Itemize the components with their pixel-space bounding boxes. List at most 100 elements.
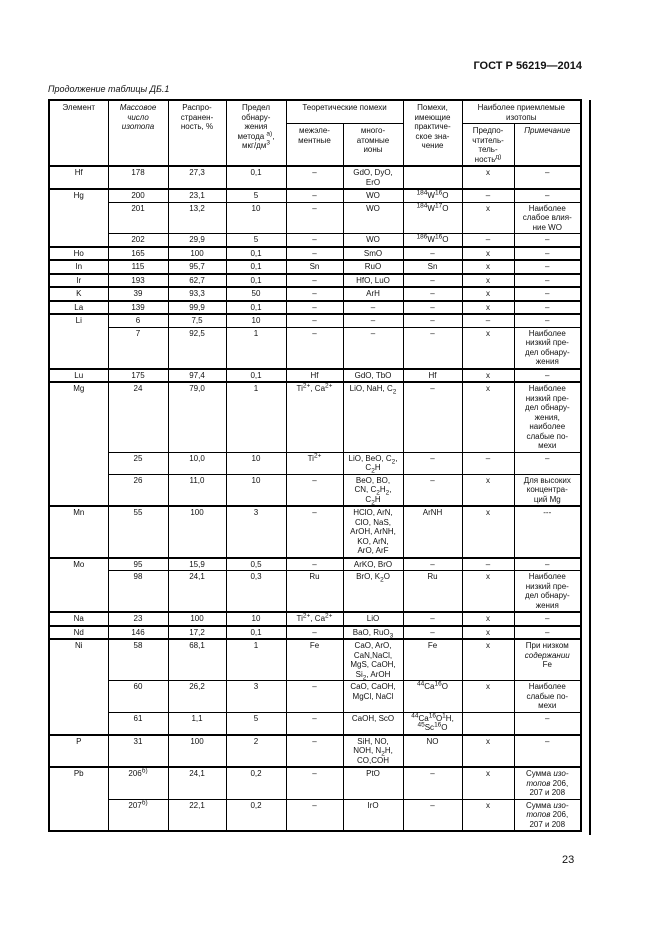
interelement-cell: – [285, 286, 344, 301]
limit-cell: 3 [225, 505, 287, 558]
note-cell: --- [513, 505, 582, 558]
limit-cell: 1 [225, 326, 287, 369]
page-number: 23 [562, 854, 575, 866]
polyatomic-cell: HClO, ArN, ClO, NaS, ArOH, ArNH, KO, ArN, Ar… [342, 505, 404, 558]
interelement-cell: – [285, 188, 344, 203]
element-cell: Mn [48, 505, 109, 558]
limit-cell: 5 [225, 233, 287, 247]
limit-cell: 1 [225, 381, 287, 453]
abundance-cell: 100 [167, 611, 227, 626]
practical-cell: ArNH [402, 505, 463, 558]
abundance-cell: 100 [167, 245, 227, 261]
element-cell: Hg [48, 188, 109, 247]
interelement-cell: – [285, 201, 344, 234]
note-cell: Наиболее низкий пре-дел обнару-жения [513, 326, 582, 369]
limit-cell: 0,1 [225, 165, 287, 190]
mass-cell: 7 [107, 326, 169, 369]
polyatomic-cell: – [342, 313, 404, 328]
table-row: 201 13,2 10– WO 184W17O x Наиболее слабое влия-… [49, 201, 582, 234]
abundance-cell: 24,1 [167, 766, 227, 800]
table-row: Hf 178 27,3 0,1– GdO, DyO, ErO x – [48, 165, 582, 190]
doc-number: ГОСТ Р 56219—2014 [473, 60, 582, 72]
interelement-cell: Ti2+ [285, 451, 344, 475]
limit-cell: 10 [225, 473, 287, 507]
practical-cell: – [402, 451, 463, 475]
table-row: 7 92,5 1– – – x Наиболее низкий пре-дел обнару-… [49, 326, 582, 369]
mass-cell: 24 [107, 381, 169, 453]
abundance-cell: 26,2 [167, 680, 227, 713]
abundance-cell: 29,9 [167, 233, 227, 247]
preference-cell: – [461, 451, 515, 475]
practical-cell: – [402, 245, 463, 261]
note-cell: – [513, 299, 582, 315]
element-cell: Pb [48, 766, 109, 832]
practical-cell: Ru [402, 570, 463, 613]
mass-cell: 115 [107, 259, 169, 274]
table-row: Li 6 7,5 10– – – – – [48, 313, 582, 369]
practical-cell: – [402, 326, 463, 369]
preference-cell: x [461, 245, 515, 261]
table-caption: Продолжение таблицы ДБ.1 [48, 84, 170, 94]
limit-cell: 0,5 [225, 556, 287, 571]
note-cell: – [513, 313, 582, 328]
preference-cell: x [461, 611, 515, 626]
table-row: La 139 99,9 0,1– – – x – [48, 299, 582, 315]
table-row: P 31 100 2– SiH, NO, NOH, N2H, CO,COH NO x – [48, 733, 582, 768]
practical-cell: 44Ca16O [402, 680, 463, 713]
table-row: Lu 175 97,4 0,1 Hf GdO, TbO Hf x – [48, 367, 582, 383]
table-row: In 115 95,7 0,1 Sn RuO Sn x – [48, 259, 582, 274]
mass-cell: 55 [107, 505, 169, 558]
preference-cell: x [461, 299, 515, 315]
element-cell: La [48, 299, 109, 315]
limit-cell: 0,2 [225, 766, 287, 800]
element-cell: Ni [48, 638, 109, 735]
abundance-cell: 24,1 [167, 570, 227, 613]
mass-cell: 23 [107, 611, 169, 626]
mass-cell: 207б) [107, 798, 169, 832]
interelement-cell: – [285, 473, 344, 507]
limit-cell: 50 [225, 286, 287, 301]
element-cell: P [48, 733, 109, 768]
table-row: Ni 58 68,1 1 Fe CaO, ArO, CaN,NaCl, MgS, CaOH, S… [48, 638, 582, 735]
mass-cell: 146 [107, 624, 169, 640]
practical-cell: – [402, 473, 463, 507]
note-cell: Наиболее слабое влия-ние WO [513, 201, 582, 234]
practical-cell: – [402, 299, 463, 315]
interelement-cell: Ru [285, 570, 344, 613]
limit-cell: 0,1 [225, 367, 287, 383]
element-cell: Na [48, 611, 109, 626]
preference-cell: – [461, 556, 515, 571]
note-cell: – [513, 556, 582, 571]
limit-cell: 0,1 [225, 245, 287, 261]
practical-cell: Fe [402, 638, 463, 681]
polyatomic-cell: GdO, DyO, ErO [342, 165, 404, 190]
polyatomic-cell: CaO, CaOH, MgCl, NaCl [342, 680, 404, 713]
abundance-cell: 23,1 [167, 188, 227, 203]
element-cell: Nd [48, 624, 109, 640]
polyatomic-cell: BaO, RuO3 [342, 624, 404, 640]
data-table: Элемент Массовое число изотопа Распро-стра… [48, 99, 583, 832]
interelement-cell: – [285, 299, 344, 315]
polyatomic-cell: SiH, NO, NOH, N2H, CO,COH [342, 733, 404, 768]
practical-cell: – [402, 313, 463, 328]
note-cell: – [513, 165, 582, 190]
table-body: Hf 178 27,3 0,1– GdO, DyO, ErO x – Hg 200 23,1 5– WO… [48, 165, 582, 832]
interelement-cell: – [285, 272, 344, 288]
practical-cell: – [402, 766, 463, 800]
polyatomic-cell: ArKO, BrO [342, 556, 404, 571]
interelement-cell: – [285, 798, 344, 832]
abundance-cell: 100 [167, 505, 227, 558]
practical-cell: – [402, 611, 463, 626]
element-cell: Li [48, 313, 109, 369]
table-row: 202 29,9 5– WO 186W16O – – [49, 233, 582, 247]
note-cell: – [513, 245, 582, 261]
abundance-cell: 68,1 [167, 638, 227, 681]
limit-header: Предел обнару-жения метода а), мкг/дм3 [225, 99, 287, 167]
preference-cell: x [461, 473, 515, 507]
interelement-cell: – [285, 313, 344, 328]
practical-cell: – [402, 798, 463, 832]
practical-cell: 44Ca16O1H, 45Sc16O [402, 711, 463, 735]
mass-cell: 193 [107, 272, 169, 288]
preference-cell: x [461, 381, 515, 453]
preference-cell: – [461, 233, 515, 247]
